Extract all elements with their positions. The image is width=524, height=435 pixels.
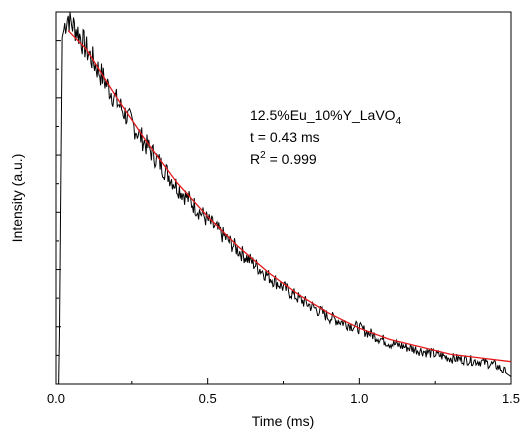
annotation-sample-subscript: 4 [396,116,402,127]
series-fit-line [67,30,512,363]
x-tick-label: 0.5 [199,391,217,406]
series-layer [56,11,512,385]
y-axis-label: Intensity (a.u.) [9,154,25,243]
annotation-lifetime: t = 0.43 ms [250,129,320,145]
fit-annotation: 12.5%Eu_10%Y_LaVO4 t = 0.43 ms R2 = 0.99… [250,107,402,167]
x-tick-label: 0.0 [47,391,65,406]
x-tick-label: 1.0 [350,391,368,406]
annotation-r-superscript: 2 [260,150,266,161]
annotation-sample: 12.5%Eu_10%Y_LaVO4 [250,107,402,127]
x-axis-label: Time (ms) [252,413,314,429]
plot-frame [55,11,512,385]
annotation-sample-name: 12.5%Eu_10%Y_LaVO [250,107,396,123]
x-axis-ticks: 0.0 0.5 1.0 1.5 [47,378,520,406]
x-tick-label: 1.5 [502,391,520,406]
annotation-r-letter: R [250,151,260,167]
series-measured-line [56,11,512,385]
annotation-r-squared: R2 = 0.999 [250,150,317,167]
annotation-r-value: = 0.999 [266,151,317,167]
